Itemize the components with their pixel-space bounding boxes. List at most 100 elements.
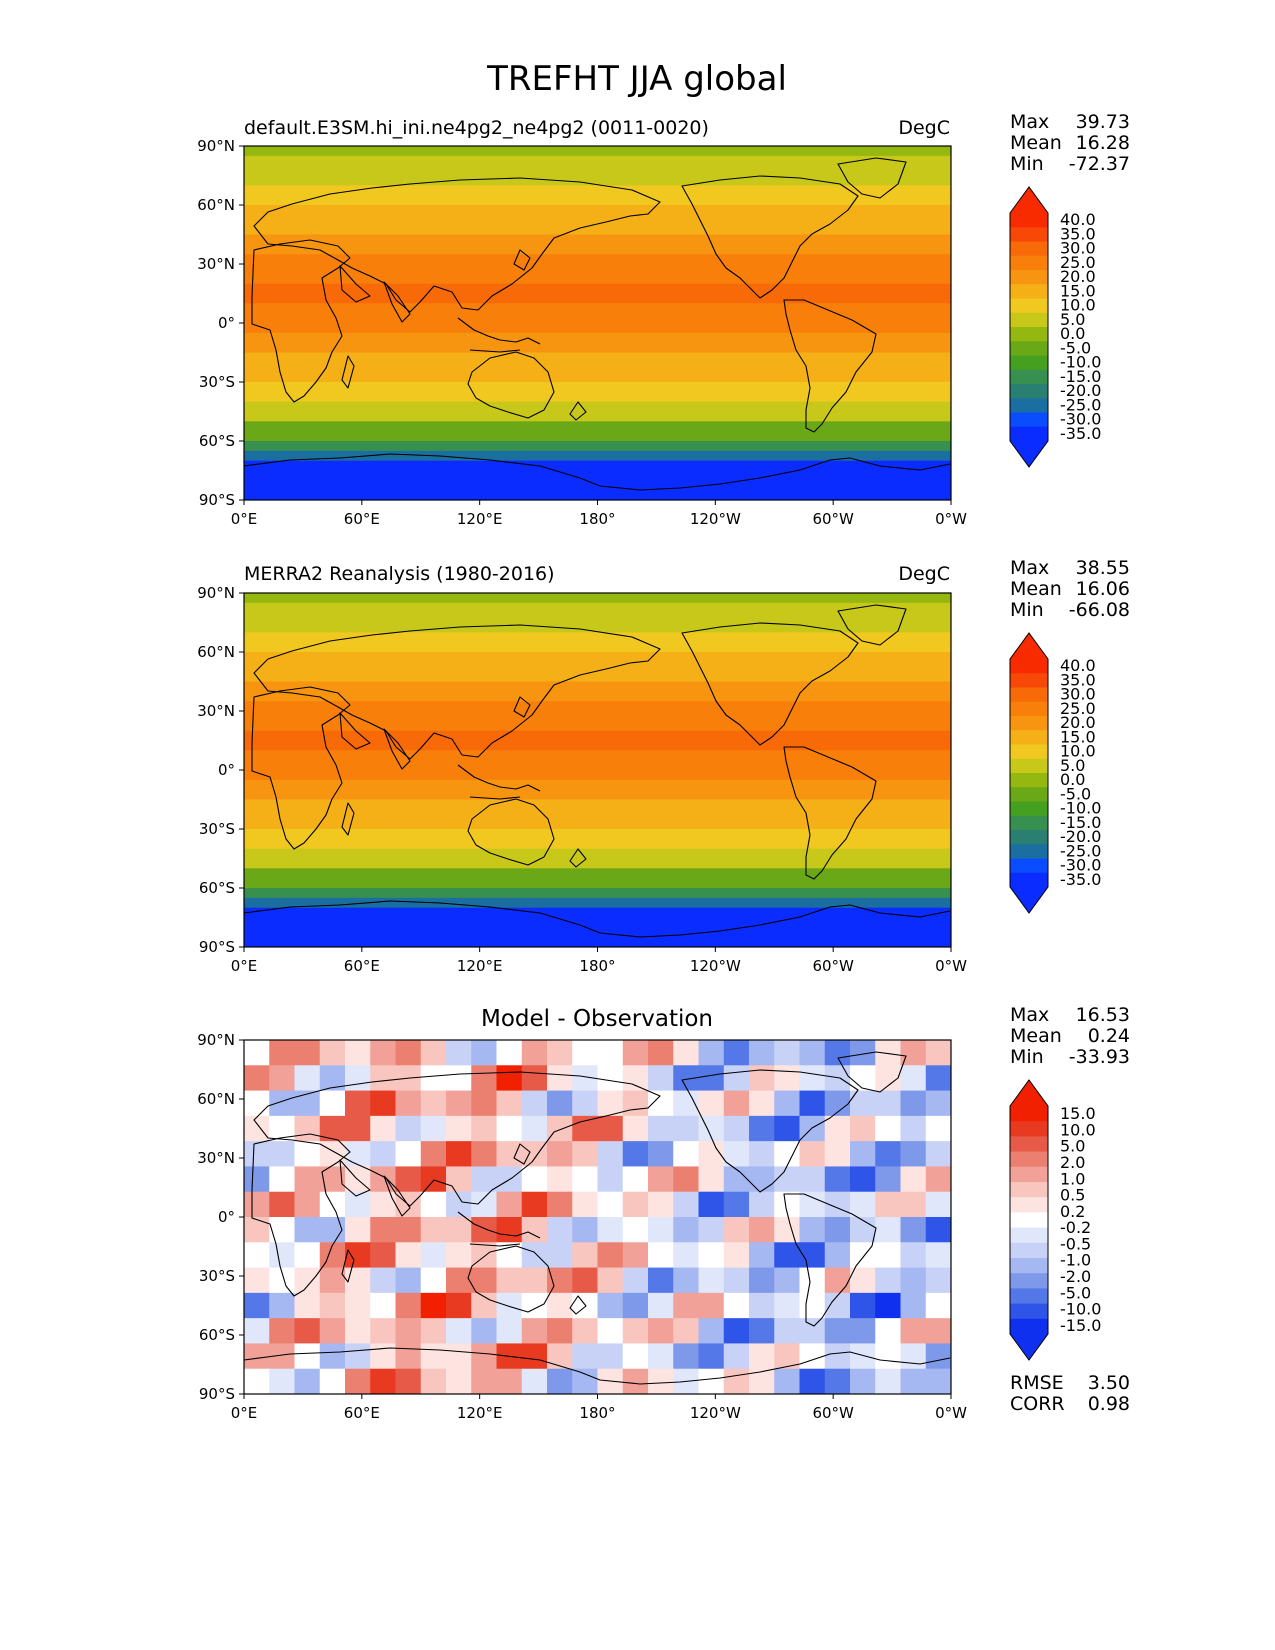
difference-cell	[875, 1242, 902, 1269]
colorbar-extend-max	[1010, 633, 1048, 659]
colorbar-swatch	[1010, 730, 1048, 745]
difference-cell	[294, 1217, 321, 1243]
stat-value: -66.08	[1069, 599, 1130, 621]
difference-cell	[547, 1318, 573, 1345]
difference-cell	[850, 1318, 876, 1345]
temperature-band	[244, 691, 951, 702]
colorbar-swatch	[1010, 355, 1048, 371]
temperature-band	[244, 740, 951, 751]
colorbar-tick-label: 0.0	[1060, 324, 1085, 343]
difference-cell	[395, 1368, 422, 1394]
difference-cell	[521, 1040, 548, 1066]
difference-cell	[925, 1141, 951, 1168]
difference-cell	[900, 1065, 927, 1092]
difference-cell	[622, 1267, 649, 1294]
difference-cell	[749, 1090, 775, 1117]
difference-cell	[900, 1191, 927, 1218]
difference-cell	[496, 1040, 523, 1066]
x-tick-label: 0°E	[231, 510, 258, 528]
difference-cell	[395, 1166, 422, 1193]
colorbar-observation: 40.035.030.025.020.015.010.05.00.0-5.0-1…	[1009, 632, 1101, 914]
error-stat-label: CORR	[1010, 1393, 1065, 1415]
difference-cell	[244, 1166, 270, 1193]
x-tick-label: 0°W	[935, 957, 967, 975]
colorbar-swatch	[1010, 787, 1048, 802]
colorbar-tick-label: 5.0	[1060, 1137, 1085, 1156]
difference-cell	[597, 1040, 624, 1066]
difference-cell	[446, 1115, 472, 1142]
difference-cell	[269, 1090, 296, 1117]
difference-cell	[799, 1090, 826, 1117]
colorbar-swatch	[1010, 1212, 1048, 1229]
colorbar-swatch	[1010, 1258, 1048, 1274]
difference-cell	[420, 1141, 447, 1168]
difference-cell	[496, 1267, 523, 1294]
colorbar-tick-label: -5.0	[1060, 338, 1091, 357]
difference-cell	[875, 1368, 902, 1394]
stat-value: 38.55	[1076, 557, 1130, 579]
temperature-band	[244, 907, 951, 919]
x-tick-label: 60°E	[344, 510, 380, 528]
difference-cell	[698, 1242, 725, 1269]
x-tick-label: 0°E	[231, 1404, 258, 1422]
colorbar-tick-label: 15.0	[1060, 281, 1096, 300]
difference-cell	[749, 1141, 775, 1168]
colorbar-tick-label: -15.0	[1060, 813, 1101, 832]
difference-cell	[572, 1318, 599, 1345]
difference-cell	[648, 1267, 674, 1294]
difference-cell	[345, 1343, 371, 1370]
difference-cell	[345, 1267, 371, 1294]
colorbar-tick-label: -35.0	[1060, 424, 1101, 443]
difference-cell	[370, 1191, 397, 1218]
difference-cell	[395, 1242, 422, 1269]
temperature-band	[244, 720, 951, 732]
stat-value: -72.37	[1069, 153, 1130, 175]
temperature-band	[244, 838, 951, 850]
difference-cell	[824, 1368, 851, 1394]
difference-cell	[749, 1292, 775, 1319]
panel-left-title: MERRA2 Reanalysis (1980-2016)	[244, 563, 555, 585]
difference-cell	[850, 1217, 876, 1243]
temperature-band	[244, 622, 951, 633]
difference-cell	[572, 1090, 599, 1117]
difference-cell	[622, 1065, 649, 1092]
difference-cell	[774, 1242, 801, 1269]
difference-cell	[698, 1343, 725, 1370]
y-tick-label: 30°S	[199, 1267, 235, 1285]
difference-cell	[925, 1115, 951, 1142]
difference-cell	[723, 1368, 750, 1394]
difference-cell	[925, 1343, 951, 1370]
temperature-band	[244, 829, 951, 840]
difference-cell	[698, 1166, 725, 1193]
temperature-band	[244, 155, 951, 167]
difference-cell	[420, 1242, 447, 1269]
difference-cell	[824, 1343, 851, 1370]
difference-cell	[370, 1267, 397, 1294]
difference-cell	[395, 1090, 422, 1117]
difference-cell	[294, 1166, 321, 1193]
stat-label: Min	[1010, 153, 1044, 175]
colorbar-swatch	[1010, 284, 1048, 299]
y-tick-label: 60°S	[199, 879, 235, 897]
difference-cell	[446, 1191, 472, 1218]
difference-cell	[648, 1242, 674, 1269]
difference-cell	[319, 1217, 346, 1243]
x-tick-label: 120°W	[690, 1404, 741, 1422]
difference-cell	[572, 1191, 599, 1218]
difference-cell	[925, 1267, 951, 1294]
difference-cell	[244, 1141, 270, 1168]
difference-cell	[345, 1115, 371, 1142]
difference-cell	[294, 1318, 321, 1345]
y-tick-label: 60°N	[197, 1090, 235, 1108]
difference-cell	[723, 1040, 750, 1066]
difference-cell	[723, 1166, 750, 1193]
temperature-band	[244, 214, 951, 226]
difference-cell	[547, 1217, 573, 1243]
temperature-band	[244, 431, 951, 442]
difference-cell	[723, 1343, 750, 1370]
colorbar-swatch	[1010, 298, 1048, 314]
difference-cell	[294, 1368, 321, 1394]
difference-cell	[319, 1267, 346, 1294]
temperature-band	[244, 937, 951, 947]
difference-cell	[319, 1368, 346, 1394]
